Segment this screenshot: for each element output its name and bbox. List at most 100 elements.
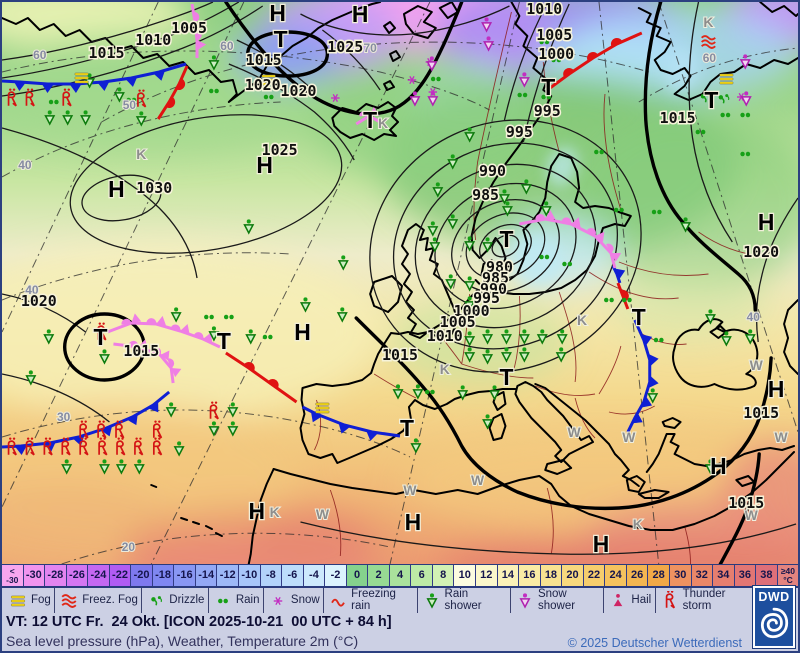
- rain-icon: [430, 76, 441, 82]
- pressure-value-label: 980: [486, 258, 513, 276]
- legend-item-freezing-rain: Freezing rain: [324, 588, 418, 613]
- occluded-front: [190, 3, 207, 58]
- fog-icon: [315, 402, 330, 414]
- graticule-degree-label: 40: [25, 283, 39, 297]
- scale-cell: 32: [691, 565, 714, 586]
- graticule-degree-label: 60: [703, 51, 717, 65]
- thunderstorm-icon: [115, 420, 125, 439]
- cold-front: [626, 319, 659, 433]
- pressure-value-label: 1005: [536, 26, 572, 44]
- fog-icon: [74, 72, 89, 84]
- rain-icon: [740, 112, 751, 118]
- pressure-center-letter: T: [632, 304, 646, 330]
- legend-item-drizzle: Drizzle: [142, 588, 209, 613]
- scale-cell: -20: [131, 565, 153, 586]
- rain-shower-icon: [500, 347, 512, 363]
- scale-cell: 6: [411, 565, 433, 586]
- thunderstorm-icon: [43, 437, 53, 456]
- rain-shower-icon: [427, 221, 439, 237]
- legend-label: Thunder storm: [682, 588, 726, 612]
- pressure-value-label: 1000: [538, 45, 574, 63]
- rain-shower-icon: [337, 255, 349, 271]
- snow-shower-icon: [483, 36, 495, 52]
- scale-cell: 36: [734, 565, 757, 586]
- dwd-logo-text: DWD: [758, 590, 790, 604]
- thunderstorm-icon: [25, 437, 35, 456]
- rain-icon: [551, 57, 562, 63]
- scale-cell: 20: [562, 565, 584, 586]
- rain-shower-icon: [412, 384, 424, 400]
- snow-icon: [407, 76, 417, 84]
- pressure-value-label: 1015: [123, 342, 159, 360]
- fog-icon: [261, 74, 276, 86]
- rain-shower-icon: [489, 385, 501, 401]
- rain-shower-icon: [62, 110, 74, 126]
- thunderstorm-icon: [25, 88, 35, 107]
- legend-label: Freezing rain: [351, 588, 396, 612]
- rain-icon: [653, 337, 664, 343]
- rain-icon: [209, 88, 219, 94]
- rain-shower-icon: [482, 414, 494, 430]
- legend-item-fog: Fog: [4, 588, 56, 613]
- rain-shower-icon: [170, 307, 182, 323]
- rain-shower-icon: [536, 329, 548, 345]
- pressure-center-letter: T: [363, 107, 377, 133]
- freezing-rain-icon: [331, 598, 345, 607]
- warm-front: [616, 282, 630, 310]
- pressure-value-label: 1010: [526, 2, 562, 18]
- rain-shower-icon: [98, 459, 110, 475]
- thunderstorm-icon: [7, 88, 17, 107]
- pressure-value-label: 1005: [171, 19, 207, 37]
- scale-cell: -12: [217, 565, 240, 586]
- legend-label: Fog: [31, 593, 51, 606]
- rain-icon: [223, 314, 234, 320]
- pressure-center-letter: H: [294, 319, 311, 345]
- pressure-center-letter: H: [593, 531, 610, 557]
- thunderstorm-icon: [209, 401, 219, 420]
- pressure-center-letter: T: [274, 26, 288, 52]
- scale-cell: -28: [45, 565, 67, 586]
- legend-item-snow-shower: Snow shower: [511, 588, 605, 613]
- snow-shower-icon: [740, 91, 752, 107]
- snow-shower-icon: [519, 592, 531, 609]
- scale-cell: -18: [152, 565, 175, 586]
- legend-label: Drizzle: [169, 593, 205, 606]
- warm-front: [156, 65, 189, 120]
- fog-icon: [719, 73, 734, 85]
- rain-shower-icon: [115, 459, 127, 475]
- rain-shower-icon: [720, 331, 732, 347]
- scale-cell: 34: [713, 565, 735, 586]
- pressure-center-letter: T: [400, 415, 414, 441]
- airmass-letter: W: [750, 357, 764, 373]
- rain-icon: [594, 149, 604, 155]
- pressure-value-label: 1000: [454, 302, 490, 320]
- rain-shower-icon: [520, 179, 532, 195]
- rain-shower-icon: [227, 402, 239, 418]
- rain-shower-icon: [410, 438, 422, 454]
- graticule-degree-label: 50: [123, 98, 137, 112]
- airmass-letter: W: [622, 429, 636, 445]
- snow-shower-icon: [427, 91, 439, 107]
- scale-cell: -2: [325, 565, 347, 586]
- scale-cell: 24: [605, 565, 627, 586]
- scale-cell: -4: [303, 565, 326, 586]
- airmass-letter: W: [316, 506, 330, 522]
- scale-cell: 16: [519, 565, 541, 586]
- thunderstorm-icon: [137, 89, 147, 108]
- scale-cell: 14: [497, 565, 520, 586]
- thunderstorm-icon: [116, 437, 126, 456]
- graticule-degree-label: 40: [747, 310, 761, 324]
- rain-shower-icon: [208, 421, 220, 437]
- thunderstorm-icon: [152, 420, 163, 439]
- scale-cell: -14: [195, 565, 218, 586]
- freezing-fog-icon: [61, 593, 77, 608]
- weather-symbols: [7, 17, 756, 475]
- rain-shower-icon: [464, 347, 476, 363]
- rain-shower-icon: [336, 307, 348, 323]
- pressure-value-label: 990: [479, 162, 506, 180]
- rain-shower-icon: [133, 459, 145, 475]
- pressure-value-label: 1020: [743, 243, 779, 261]
- rain-icon: [48, 99, 59, 105]
